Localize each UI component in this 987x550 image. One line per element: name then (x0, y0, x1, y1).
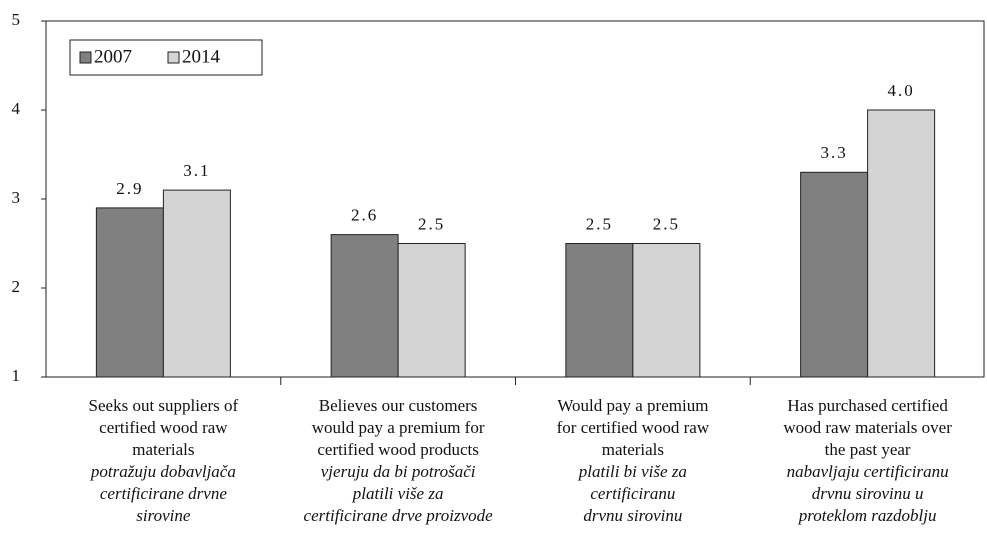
value-label: 2.5 (653, 214, 680, 233)
x-tick-label: Would pay a premium (557, 396, 708, 415)
legend-label: 2007 (94, 46, 132, 67)
x-tick-translation: certificiranu (590, 484, 675, 503)
y-tick-label: 5 (12, 10, 21, 29)
value-label: 3.3 (821, 143, 848, 162)
x-tick-translation: sirovine (136, 506, 191, 525)
value-label: 2.5 (586, 214, 613, 233)
bar (632, 243, 701, 378)
x-tick-translation: potražuju dobavljača (90, 462, 236, 481)
value-label: 4.0 (888, 81, 915, 100)
x-tick-label: materials (602, 440, 664, 459)
y-tick-label: 4 (12, 99, 21, 118)
x-tick-label: certified wood products (317, 440, 478, 459)
bar (565, 243, 634, 378)
x-tick-label: wood raw materials over (783, 418, 952, 437)
value-label: 2.6 (351, 206, 378, 225)
x-tick-translation: platili više za (352, 484, 444, 503)
x-tick-label: would pay a premium for (312, 418, 485, 437)
value-label: 3.1 (183, 161, 210, 180)
bar (867, 109, 936, 378)
x-tick-label: the past year (825, 440, 911, 459)
legend-label: 2014 (182, 46, 221, 67)
x-tick-translation: certificirane drvne (100, 484, 227, 503)
x-tick-label: Seeks out suppliers of (89, 396, 239, 415)
bar (95, 207, 164, 378)
x-tick-label: Believes our customers (319, 396, 478, 415)
legend-box (69, 39, 263, 76)
x-tick-translation: proteklom razdoblju (798, 506, 937, 525)
x-tick-translation: drvnu sirovinu u (812, 484, 924, 503)
x-tick-label: for certified wood raw (557, 418, 710, 437)
x-tick-label: Has purchased certified (787, 396, 948, 415)
bar (330, 234, 399, 378)
bar (397, 243, 466, 378)
x-tick-label: materials (132, 440, 194, 459)
y-tick-label: 1 (12, 366, 21, 385)
bar (162, 189, 231, 378)
x-tick-translation: platili bi više za (578, 462, 687, 481)
x-tick-translation: nabavljaju certificiranu (787, 462, 949, 481)
value-label: 2.9 (116, 179, 143, 198)
y-tick-label: 2 (12, 277, 21, 296)
legend-swatch (167, 51, 180, 64)
x-tick-label: certified wood raw (99, 418, 228, 437)
x-tick-translation: certificirane drve proizvode (304, 506, 494, 525)
y-tick-label: 3 (12, 188, 21, 207)
bar (800, 171, 869, 378)
value-label: 2.5 (418, 214, 445, 233)
legend-swatch (79, 51, 92, 64)
x-tick-translation: vjeruju da bi potrošači (321, 462, 476, 481)
x-tick-translation: drvnu sirovinu (583, 506, 682, 525)
